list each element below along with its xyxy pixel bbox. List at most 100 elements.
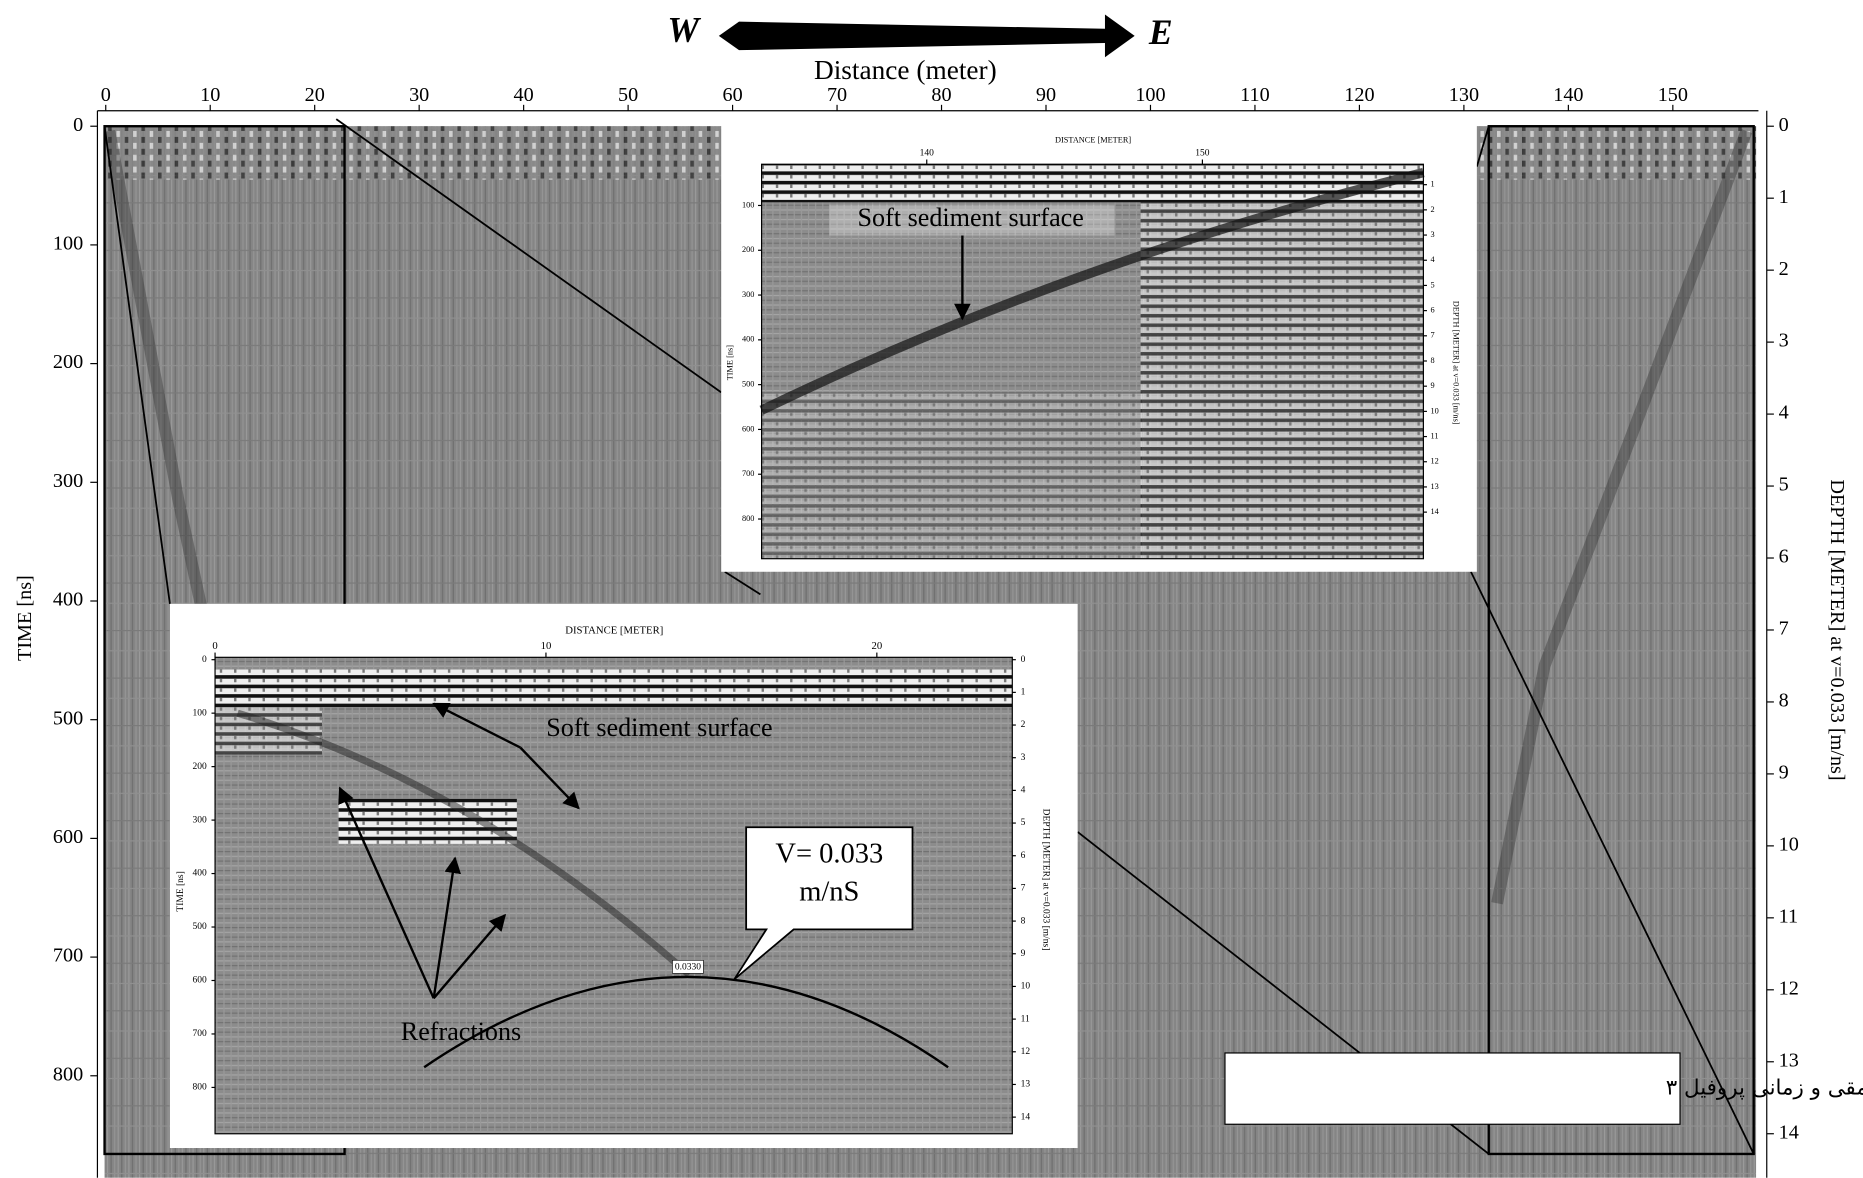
y-axis-title: TIME [ns] xyxy=(14,575,36,661)
tick-label: 4 xyxy=(1779,402,1789,424)
caption-box xyxy=(1225,1053,1680,1124)
annotation: Soft sediment surface xyxy=(546,713,772,742)
tick-label: 11 xyxy=(1431,431,1439,440)
tick-label: 5 xyxy=(1021,818,1026,828)
tick-label: 140 xyxy=(1553,84,1583,106)
inset-bottom: DISTANCE [METER] TIME [ns] DEPTH [METER]… xyxy=(170,604,1078,1148)
tick-label: 90 xyxy=(1036,84,1056,106)
tick-label: 13 xyxy=(1431,482,1439,491)
tick-label: 0 xyxy=(1779,114,1789,136)
tick-label: 100 xyxy=(742,200,754,209)
tick-label: 7 xyxy=(1021,884,1026,894)
tick-label: 4 xyxy=(1021,786,1026,796)
tick-label: 2 xyxy=(1021,720,1026,730)
tick-label: 1 xyxy=(1431,180,1435,189)
tick-label: 1 xyxy=(1021,688,1026,698)
tick-label: 300 xyxy=(53,470,83,492)
tick-label: 10 xyxy=(200,84,220,106)
tick-label: 400 xyxy=(192,869,207,879)
callout-text: m/nS xyxy=(799,876,859,907)
tick-label: 2 xyxy=(1431,205,1435,214)
tick-label: 2 xyxy=(1779,258,1789,280)
tick-label: 500 xyxy=(192,922,207,932)
tick-label: 200 xyxy=(742,245,754,254)
west-label: W xyxy=(667,10,701,50)
tick-label: 7 xyxy=(1431,331,1435,340)
tick-label: 3 xyxy=(1021,753,1026,763)
tick-label: 600 xyxy=(742,424,754,433)
tick-label: 0 xyxy=(1021,655,1026,665)
tick-label: 300 xyxy=(192,815,207,825)
tick-label: 6 xyxy=(1431,306,1435,315)
tick-label: 20 xyxy=(305,84,325,106)
tick-label: 12 xyxy=(1021,1047,1031,1057)
tick-label: 12 xyxy=(1431,457,1439,466)
tick-label: 10 xyxy=(1779,834,1799,856)
inset-title: DISTANCE [METER] xyxy=(1055,135,1131,144)
tick-label: 8 xyxy=(1779,690,1789,712)
tick-label: 700 xyxy=(192,1029,207,1039)
tick-label: 0 xyxy=(212,640,217,652)
inset-depth-title: DEPTH [METER] at v=0.033 [m/ns] xyxy=(1452,301,1461,425)
tick-label: 100 xyxy=(192,708,207,718)
tick-label: 800 xyxy=(742,514,754,523)
tick-label: 13 xyxy=(1779,1049,1799,1071)
tick-label: 9 xyxy=(1021,949,1026,959)
tick-label: 100 xyxy=(1135,84,1165,106)
tick-label: 150 xyxy=(1195,149,1210,159)
tick-label: 50 xyxy=(618,84,638,106)
tick-label: 5 xyxy=(1431,280,1435,289)
tick-label: 70 xyxy=(827,84,847,106)
annotation: Soft sediment surface xyxy=(858,203,1084,232)
tick-label: 140 xyxy=(920,149,935,159)
tick-label: 130 xyxy=(1449,84,1479,106)
tick-label: 0 xyxy=(202,655,207,665)
tick-label: 8 xyxy=(1021,916,1026,926)
tick-label: 120 xyxy=(1344,84,1374,106)
tick-label: 150 xyxy=(1658,84,1688,106)
tick-label: 800 xyxy=(53,1063,83,1085)
tick-label: 7 xyxy=(1779,618,1789,640)
tick-label: 800 xyxy=(192,1083,207,1093)
tick-label: 13 xyxy=(1021,1080,1031,1090)
tick-label: 6 xyxy=(1021,851,1026,861)
tick-label: 0 xyxy=(73,114,83,136)
tick-label: 10 xyxy=(1431,406,1439,415)
tick-label: 11 xyxy=(1779,905,1798,927)
tick-label: 11 xyxy=(1021,1014,1030,1024)
tick-label: 20 xyxy=(872,640,883,652)
tick-label: 700 xyxy=(53,945,83,967)
tick-label: 600 xyxy=(192,976,207,986)
inset-title: DISTANCE [METER] xyxy=(565,625,663,637)
tick-label: 600 xyxy=(53,826,83,848)
tick-label: 60 xyxy=(722,84,742,106)
callout-text: V= 0.033 xyxy=(775,838,883,869)
tick-label: 300 xyxy=(742,290,754,299)
direction-arrow xyxy=(719,15,1135,58)
tick-label: 400 xyxy=(53,589,83,611)
tick-label: 0 xyxy=(101,84,111,106)
caption: مقطع ۳-۴: مقطع عمقی و زمانی پروفیل ۳ xyxy=(1666,1076,1863,1101)
tick-label: 80 xyxy=(931,84,951,106)
tick-label: 110 xyxy=(1240,84,1270,106)
tick-label: 8 xyxy=(1431,356,1435,365)
tick-label: 3 xyxy=(1779,330,1789,352)
inset-top: DISTANCE [METER] TIME [ns] DEPTH [METER]… xyxy=(721,119,1477,572)
velocity-label: 0.0330 xyxy=(675,963,701,973)
tick-label: 9 xyxy=(1779,762,1789,784)
tick-label: 14 xyxy=(1779,1121,1799,1143)
tick-label: 14 xyxy=(1021,1112,1031,1122)
inset-y-title: TIME [ns] xyxy=(726,345,735,380)
y2-axis-title: DEPTH [METER] at v=0.033 [m/ns] xyxy=(1826,479,1848,780)
tick-label: 200 xyxy=(192,762,207,772)
tick-label: 100 xyxy=(53,233,83,255)
tick-label: 700 xyxy=(742,469,754,478)
tick-label: 400 xyxy=(742,335,754,344)
tick-label: 12 xyxy=(1779,977,1799,999)
east-label: E xyxy=(1148,12,1173,52)
tick-label: 200 xyxy=(53,351,83,373)
tick-label: 9 xyxy=(1431,381,1435,390)
inset-y-title: TIME [ns] xyxy=(176,871,186,911)
tick-label: 5 xyxy=(1779,474,1789,496)
tick-label: 6 xyxy=(1779,546,1789,568)
